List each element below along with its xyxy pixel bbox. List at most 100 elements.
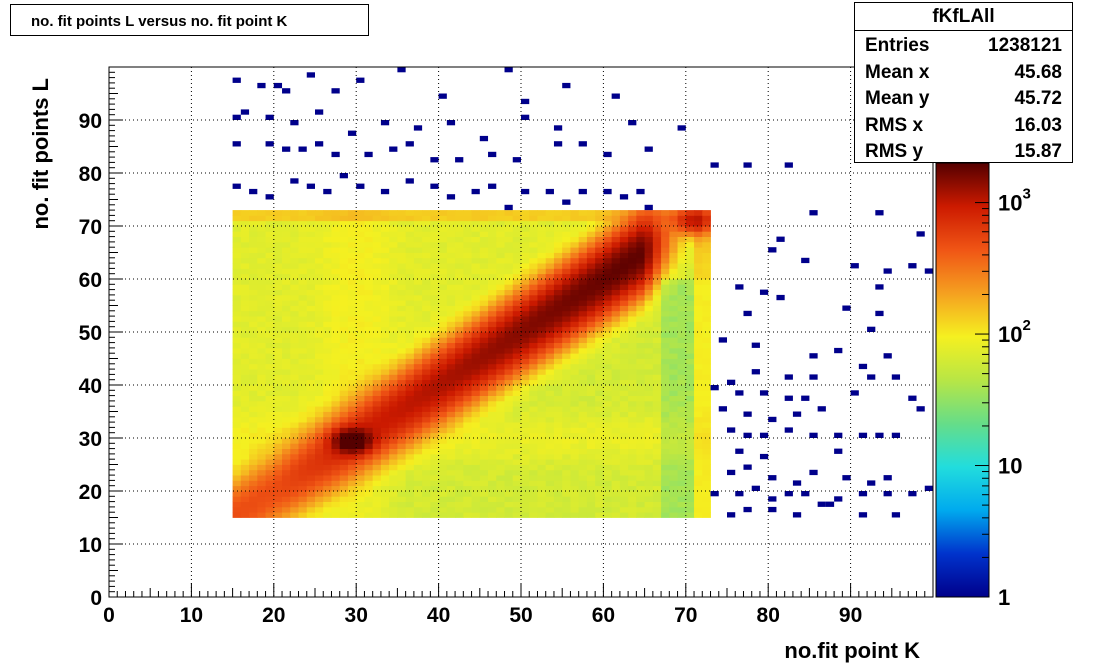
heatmap-cell [347, 226, 357, 232]
heatmap-cell [669, 342, 678, 349]
heatmap-cell [529, 475, 538, 481]
heatmap-cell [545, 379, 555, 386]
heatmap-cell [232, 316, 242, 322]
heatmap-cell [578, 273, 588, 280]
heatmap-cell [290, 374, 299, 381]
heatmap-cell [545, 432, 555, 439]
heatmap-cell [380, 347, 390, 354]
heatmap-cell [356, 300, 365, 306]
heatmap-cell [471, 231, 481, 237]
heatmap-cell [413, 374, 423, 381]
heatmap-cell [257, 236, 266, 243]
heatmap-cell [702, 369, 711, 375]
heatmap-cell [463, 411, 472, 418]
heatmap-cell [397, 332, 407, 338]
heatmap-cell [702, 453, 711, 460]
heatmap-cell [249, 279, 258, 285]
sparse-cell [735, 390, 744, 396]
heatmap-cell [652, 300, 662, 306]
heatmap-cell [471, 374, 481, 381]
sparse-cell [521, 188, 530, 195]
heatmap-cell [562, 316, 571, 322]
heatmap-cell [553, 226, 563, 232]
heatmap-cell [240, 305, 250, 312]
heatmap-cell [331, 400, 341, 407]
heatmap-cell [249, 284, 258, 290]
heatmap-cell [347, 385, 357, 391]
heatmap-cell [694, 438, 703, 444]
heatmap-cell [438, 501, 448, 508]
heatmap-cell [323, 416, 332, 423]
heatmap-cell [446, 332, 456, 338]
heatmap-cell [315, 215, 324, 222]
heatmap-cell [265, 263, 275, 269]
sparse-cell [232, 141, 241, 147]
heatmap-cell [389, 342, 398, 349]
heatmap-cell [232, 411, 242, 418]
heatmap-cell [628, 385, 637, 391]
heatmap-cell [685, 369, 695, 375]
heatmap-cell [488, 321, 497, 328]
heatmap-cell [636, 321, 645, 328]
heatmap-cell [380, 289, 390, 296]
heatmap-cell [455, 469, 464, 476]
heatmap-cell [323, 480, 332, 487]
heatmap-cell [364, 390, 374, 396]
heatmap-cell [529, 395, 538, 402]
heatmap-cell [479, 332, 489, 338]
heatmap-cell [603, 363, 613, 370]
heatmap-cell [537, 369, 547, 375]
heatmap-cell [669, 379, 678, 386]
heatmap-cell [496, 215, 505, 222]
heatmap-cell [611, 310, 621, 317]
heatmap-cell [479, 374, 489, 381]
heatmap-cell [685, 411, 695, 418]
heatmap-cell [323, 432, 332, 439]
heatmap-cell [380, 432, 390, 439]
heatmap-cell [677, 257, 687, 264]
heatmap-cell [240, 512, 250, 518]
heatmap-cell [405, 268, 415, 275]
heatmap-cell [372, 385, 382, 391]
heatmap-cell [570, 273, 580, 280]
heatmap-cell [570, 406, 580, 412]
heatmap-cell [669, 464, 678, 471]
heatmap-cell [471, 427, 481, 434]
heatmap-cell [496, 448, 505, 455]
heatmap-cell [364, 422, 374, 428]
heatmap-cell [422, 448, 431, 455]
heatmap-cell [347, 480, 357, 487]
sparse-cell [240, 109, 250, 115]
heatmap-cell [347, 363, 357, 370]
heatmap-cell [545, 443, 555, 449]
sparse-cell [768, 506, 777, 513]
heatmap-cell [702, 316, 711, 322]
heatmap-cell [553, 247, 563, 253]
heatmap-cell [586, 406, 596, 412]
heatmap-cell [636, 453, 645, 460]
heatmap-cell [521, 342, 530, 349]
heatmap-cell [694, 252, 703, 259]
heatmap-cell [586, 385, 596, 391]
sparse-cell [331, 88, 340, 94]
heatmap-cell [298, 284, 308, 290]
heatmap-cell [339, 289, 349, 296]
heatmap-cell [611, 284, 621, 290]
heatmap-cell [446, 374, 456, 381]
heatmap-cell [586, 316, 596, 322]
heatmap-cell [405, 374, 415, 381]
heatmap-cell [685, 400, 695, 407]
heatmap-cell [257, 279, 266, 285]
heatmap-cell [578, 310, 588, 317]
x-tick-label: 20 [262, 604, 285, 627]
heatmap-cell [562, 411, 571, 418]
heatmap-cell [463, 491, 472, 497]
heatmap-cell [389, 406, 398, 412]
heatmap-cell [619, 353, 629, 359]
heatmap-cell [636, 416, 645, 423]
heatmap-cell [331, 236, 341, 243]
heatmap-cell [562, 448, 571, 455]
heatmap-cell [488, 459, 497, 465]
heatmap-cell [479, 422, 489, 428]
heatmap-cell [694, 337, 703, 343]
